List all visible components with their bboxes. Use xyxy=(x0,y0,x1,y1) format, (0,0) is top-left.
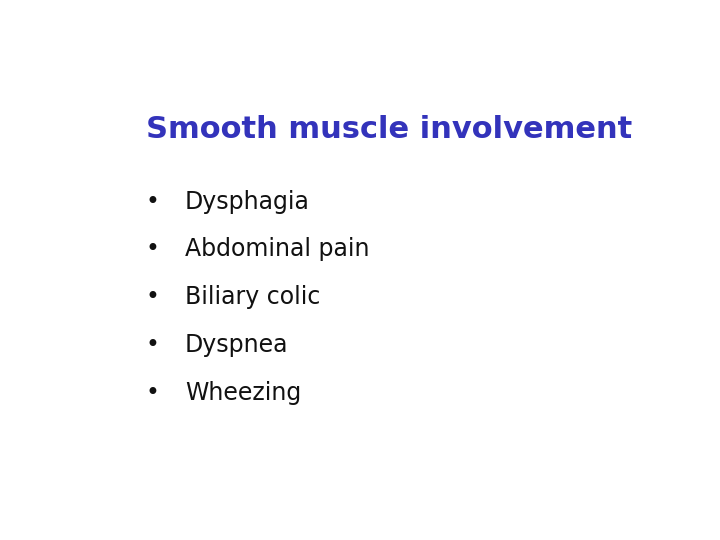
Text: Wheezing: Wheezing xyxy=(185,381,301,405)
Text: •: • xyxy=(145,238,160,261)
Text: Biliary colic: Biliary colic xyxy=(185,285,320,309)
Text: Dysphagia: Dysphagia xyxy=(185,190,310,213)
Text: •: • xyxy=(145,190,160,213)
Text: Dyspnea: Dyspnea xyxy=(185,333,288,357)
Text: Abdominal pain: Abdominal pain xyxy=(185,238,369,261)
Text: •: • xyxy=(145,381,160,405)
Text: •: • xyxy=(145,285,160,309)
Text: •: • xyxy=(145,333,160,357)
Text: Smooth muscle involvement: Smooth muscle involvement xyxy=(145,114,632,144)
